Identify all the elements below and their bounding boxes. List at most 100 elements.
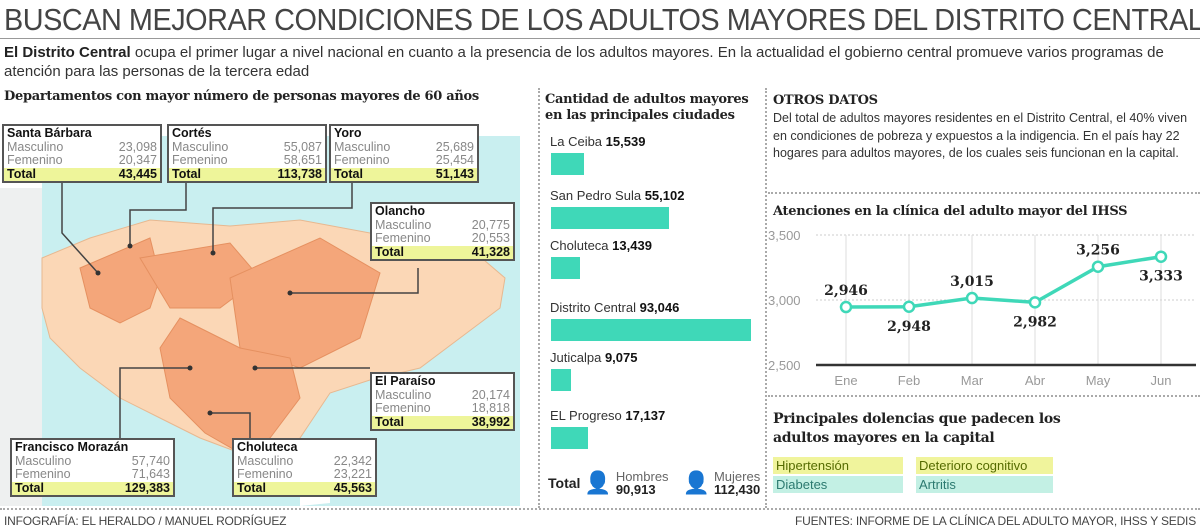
leader-lines: [61, 183, 419, 438]
masculino-label: Masculino: [15, 453, 72, 468]
dept-box: Francisco Morazán Masculino 57,740 Femeni…: [10, 438, 175, 497]
dept-name: Yoro: [334, 126, 362, 140]
totals-label: Total: [548, 475, 581, 491]
data-label: 2,948: [887, 319, 931, 335]
intro-body: ocupa el primer lugar a nivel nacional e…: [4, 44, 1164, 80]
dept-box: El Paraíso Masculino 20,174 Femenino 18,81…: [370, 372, 515, 431]
data-point: [1091, 260, 1105, 273]
total-label: Total: [7, 166, 36, 181]
data-label: 3,256: [1076, 243, 1120, 259]
femenino-value: 58,651: [283, 153, 322, 167]
femenino-label: Femenino: [375, 231, 431, 245]
city-name: Distrito Central: [550, 300, 636, 315]
femenino-value: 25,454: [435, 153, 474, 167]
masculino-label: Masculino: [237, 453, 294, 468]
otros-heading: OTROS DATOS: [773, 93, 878, 108]
line-chart-title: Atenciones en la clínica del adulto mayo…: [773, 204, 1128, 219]
masculino-value: 55,087: [283, 139, 322, 154]
divider: [538, 88, 540, 508]
femenino-label: Femenino: [7, 153, 63, 167]
y-tick-label: 3,000: [768, 293, 801, 308]
total-value: 41,328: [471, 244, 510, 259]
city-name: Choluteca: [550, 238, 609, 253]
x-tick-label: Feb: [898, 373, 920, 388]
city-value: 15,539: [605, 134, 646, 149]
dept-name: Francisco Morazán: [15, 440, 129, 454]
mujeres-value: 112,430: [713, 482, 761, 497]
title-divider: [0, 38, 1200, 39]
bar: [551, 257, 580, 279]
total-label: Total: [15, 480, 44, 495]
masculino-label: Masculino: [334, 139, 391, 154]
bar-label: Juticalpa 9,075: [550, 350, 637, 365]
femenino-label: Femenino: [334, 153, 390, 167]
tag-deterioro-cognitivo: Deterioro cognitivo: [916, 457, 1053, 474]
masculino-label: Masculino: [375, 217, 432, 232]
masculino-value: 57,740: [131, 453, 170, 468]
dept-box: Cortés Masculino 55,087 Femenino 58,651 To…: [167, 124, 327, 183]
data-label: 2,982: [1013, 314, 1057, 330]
femenino-label: Femenino: [172, 153, 228, 167]
data-point: [965, 291, 979, 305]
dept-santa-barbara-cortes: [79, 237, 161, 324]
data-label: 3,333: [1139, 269, 1183, 285]
total-value: 129,383: [124, 480, 170, 495]
series-line: [845, 254, 1162, 309]
city-name: San Pedro Sula: [550, 188, 642, 203]
x-tick-label: Ene: [834, 373, 857, 388]
city-value: 13,439: [612, 238, 652, 253]
x-tick-label: Mar: [961, 373, 984, 388]
dept-box: Choluteca Masculino 22,342 Femenino 23,221…: [232, 438, 377, 497]
dolencias-heading: Principales dolencias que padecen los ad…: [773, 411, 1061, 446]
femenino-label: Femenino: [375, 401, 431, 415]
bar: [551, 207, 670, 229]
page-title: BUSCAN MEJORAR CONDICIONES DE LOS ADULTO…: [4, 2, 1200, 37]
dept-name: Choluteca: [237, 440, 298, 454]
footer-divider: [0, 508, 1200, 510]
bar-chart-title: Cantidad de adultos mayores en las princ…: [545, 92, 749, 123]
masculino-value: 25,689: [435, 139, 474, 154]
x-tick-label: Abr: [1025, 373, 1046, 388]
bar-label: EL Progreso 17,137: [550, 408, 665, 423]
femenino-value: 71,643: [131, 467, 170, 481]
femenino-value: 23,221: [333, 467, 372, 481]
femenino-value: 20,347: [118, 153, 157, 167]
data-point: [839, 300, 853, 314]
total-value: 43,445: [118, 166, 157, 181]
total-label: Total: [334, 166, 363, 181]
footer-sources: FUENTES: INFORME DE LA CLÍNICA DEL ADULT…: [794, 514, 1196, 528]
city-value: 93,046: [639, 300, 680, 315]
x-tick-label: May: [1086, 373, 1111, 388]
map-heading: Departamentos con mayor número de person…: [4, 89, 479, 104]
data-label: 3,015: [950, 274, 994, 290]
femenino-value: 20,553: [471, 231, 510, 245]
total-label: Total: [375, 414, 404, 429]
intro-bold: El Distrito Central: [4, 44, 131, 61]
total-label: Total: [237, 480, 266, 495]
total-label: Total: [375, 244, 404, 259]
tag-diabetes: Diabetes: [773, 476, 903, 493]
data-point: [902, 300, 916, 314]
city-value: 17,137: [625, 408, 666, 423]
otros-text: Del total de adultos mayores residentes …: [773, 111, 1188, 160]
y-tick-label: 2,500: [768, 358, 801, 373]
masculino-value: 23,098: [118, 139, 157, 154]
intro-text: El Distrito Central ocupa el primer luga…: [4, 43, 1194, 81]
bar-label: San Pedro Sula 55,102: [550, 188, 684, 203]
dept-box: Yoro Masculino 25,689 Femenino 25,454 Tota…: [329, 124, 479, 183]
female-icon: 👤: [682, 470, 710, 495]
femenino-label: Femenino: [237, 467, 293, 481]
bar: [551, 153, 585, 175]
line-chart: 2,500 3,000 3,500 Ene Feb Mar Abr May Jun 2,946 2,…: [768, 228, 1196, 388]
hombres-value: 90,913: [615, 482, 656, 497]
x-tick-label: Jun: [1151, 373, 1172, 388]
dept-name: Olancho: [375, 204, 426, 218]
bar: [551, 369, 571, 391]
dept-name: El Paraíso: [375, 374, 436, 388]
dept-box: Santa Bárbara Masculino 23,098 Femenino 20…: [2, 124, 162, 183]
mujeres-label: Mujeres: [713, 469, 761, 484]
footer-credit: INFOGRAFÍA: EL HERALDO / MANUEL RODRÍGUE…: [4, 514, 287, 528]
total-value: 51,143: [435, 166, 474, 181]
total-value: 45,563: [333, 480, 372, 495]
bar-label: La Ceiba 15,539: [550, 134, 645, 149]
